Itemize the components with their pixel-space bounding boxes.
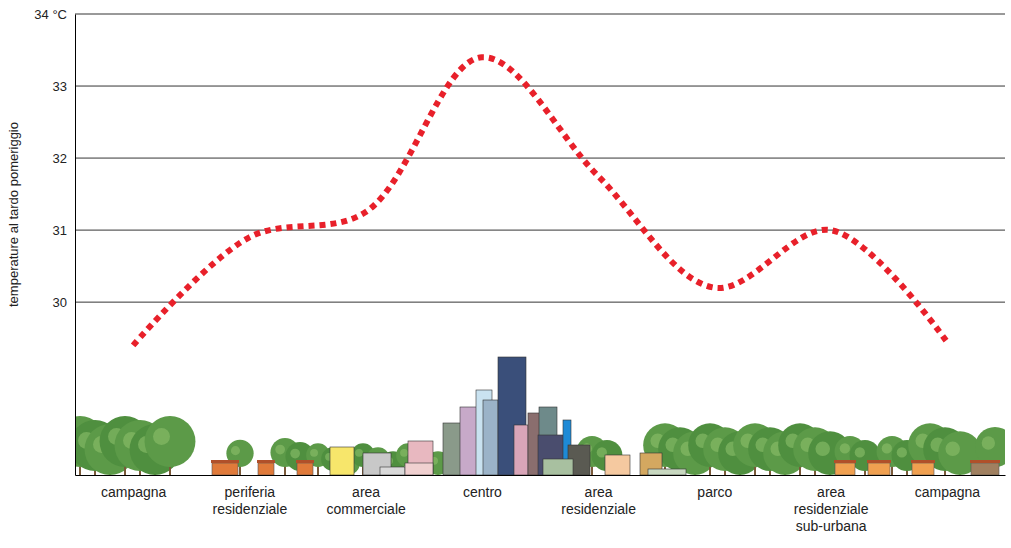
y-tick: 32 xyxy=(53,151,75,166)
grid-line xyxy=(75,302,1005,303)
x-tick: areacommerciale xyxy=(326,475,406,517)
tree-highlight xyxy=(945,442,960,457)
x-tick-label: periferiaresidenziale xyxy=(213,484,288,517)
series xyxy=(133,57,947,345)
building xyxy=(460,407,478,475)
y-tick: 33 xyxy=(53,79,75,94)
building xyxy=(380,467,405,475)
tree-highlight xyxy=(400,449,408,457)
y-tick: 31 xyxy=(53,223,75,238)
y-axis-title: temperature al tardo pomeriggio xyxy=(6,122,21,307)
temperature-line xyxy=(133,57,947,345)
building xyxy=(605,455,630,475)
x-tick-label-line: campagna xyxy=(915,484,981,500)
x-tick: centro xyxy=(463,475,502,500)
x-tick-label-line: residenziale xyxy=(794,501,869,517)
tree-highlight xyxy=(855,447,865,457)
roof xyxy=(296,460,314,463)
grid-line xyxy=(75,158,1005,159)
building xyxy=(443,423,461,475)
x-tick-label: parco xyxy=(697,484,732,500)
x-tick-label: arearesidenzialesub-urbana xyxy=(794,484,869,534)
y-tick-label: 32 xyxy=(53,151,67,166)
x-tick-label-line: periferia xyxy=(225,484,276,500)
house xyxy=(971,463,999,475)
landscape xyxy=(75,357,1005,475)
tree-highlight xyxy=(153,428,170,445)
grid-line xyxy=(75,230,1005,231)
x-tick: parco xyxy=(697,475,732,500)
x-tick-label-line: area xyxy=(585,484,613,500)
building xyxy=(514,425,528,475)
y-tick: 30 xyxy=(53,295,75,310)
roof xyxy=(970,460,1000,463)
trees xyxy=(643,423,852,475)
x-tick: arearesidenzialesub-urbana xyxy=(794,475,869,534)
tree-highlight xyxy=(882,443,892,453)
x-tick-label-line: area xyxy=(817,484,845,500)
roof xyxy=(834,460,856,463)
building xyxy=(543,459,573,475)
tree-highlight xyxy=(310,449,318,457)
x-tick: arearesidenziale xyxy=(561,475,636,517)
tree-highlight xyxy=(275,445,285,455)
x-axis: campagnaperiferiaresidenzialeareacommerc… xyxy=(76,475,1006,534)
x-tick: campagna xyxy=(915,475,981,500)
y-axis-line xyxy=(75,15,76,476)
x-tick-label: areacommerciale xyxy=(326,484,406,517)
x-tick-label-line: centro xyxy=(463,484,502,500)
y-tick-label: 34 °C xyxy=(34,7,67,22)
y-tick: 34 °C xyxy=(34,7,75,22)
y-tick-label: 30 xyxy=(53,295,67,310)
x-tick-label-line: parco xyxy=(697,484,732,500)
x-tick-label: campagna xyxy=(915,484,981,500)
tree-canopy xyxy=(145,416,196,467)
building xyxy=(483,400,498,475)
x-tick-label: arearesidenziale xyxy=(561,484,636,517)
tree-highlight xyxy=(897,447,907,457)
tree-highlight xyxy=(355,449,363,457)
trees xyxy=(75,416,195,475)
x-axis-line xyxy=(76,475,1006,476)
chart: 3031323334 °Ccampagnaperiferiaresidenzia… xyxy=(0,0,1011,548)
y-tick-label: 31 xyxy=(53,223,67,238)
house xyxy=(212,463,238,475)
tree-highlight xyxy=(231,446,240,455)
roof xyxy=(867,460,891,463)
x-tick-label: campagna xyxy=(101,484,167,500)
tree-highlight xyxy=(290,449,300,459)
x-tick-label-line: sub-urbana xyxy=(796,518,867,534)
house xyxy=(835,463,855,475)
tree-highlight xyxy=(982,436,995,449)
house xyxy=(868,463,890,475)
roof xyxy=(211,460,239,463)
grid-line xyxy=(75,86,1005,87)
house xyxy=(297,463,313,475)
x-tick-label-line: commerciale xyxy=(326,501,406,517)
building xyxy=(648,469,686,475)
house xyxy=(912,463,934,475)
tree-highlight xyxy=(840,443,850,453)
roof xyxy=(257,460,275,463)
y-axis: 30 31 32 33 34 °C xyxy=(34,7,75,476)
y-tick-label: 33 xyxy=(53,79,67,94)
tree-highlight xyxy=(815,442,830,457)
roof xyxy=(911,460,935,463)
grid-line xyxy=(75,14,1005,15)
x-tick-label: centro xyxy=(463,484,502,500)
x-tick: campagna xyxy=(101,475,167,500)
x-tick-label-line: area xyxy=(352,484,380,500)
grid xyxy=(75,14,1005,302)
x-tick-label-line: residenziale xyxy=(213,501,288,517)
house xyxy=(258,463,274,475)
x-tick-label-line: residenziale xyxy=(561,501,636,517)
x-tick: periferiaresidenziale xyxy=(213,475,288,517)
building xyxy=(330,447,354,475)
building xyxy=(405,463,433,475)
x-tick-label-line: campagna xyxy=(101,484,167,500)
